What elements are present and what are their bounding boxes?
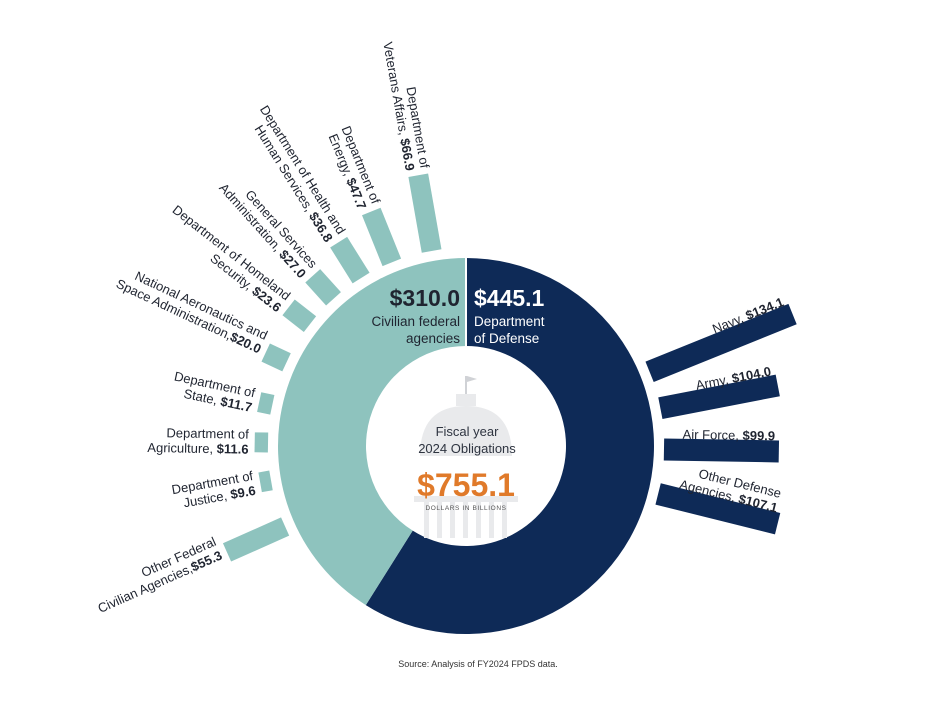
dome-flag — [467, 376, 477, 382]
civilian-bar-5-rect — [261, 343, 291, 372]
civilian-bar-label-1: Department ofEnergy, $47.7 — [325, 124, 384, 212]
civilian-bar-0 — [408, 173, 442, 253]
civilian-bar-1 — [362, 207, 402, 267]
dome-column — [463, 502, 468, 538]
civilian-bar-0-rect — [408, 173, 442, 253]
defense-bar-label-1-value: $104.0 — [730, 364, 772, 386]
civilian-bar-7 — [254, 432, 269, 453]
center-line2: 2024 Obligations — [418, 441, 516, 456]
defense-bar-0-rect — [645, 303, 797, 383]
civilian-bar-6-rect — [257, 392, 275, 415]
dome-cupola — [456, 394, 476, 406]
dome-column — [489, 502, 494, 538]
center-units: DOLLARS IN BILLIONS — [425, 505, 506, 512]
donut-segment-1 — [277, 258, 466, 606]
defense-bar-2 — [663, 438, 780, 463]
center-total: $755.1 — [417, 467, 515, 503]
civilian-bar-2-rect — [330, 236, 370, 284]
civilian-bar-label-7-line: Agriculture, — [147, 440, 217, 456]
civilian-bar-label-9: Other FederalCivilian Agencies,$55.3 — [89, 534, 224, 616]
dome-lintel — [414, 496, 518, 502]
center-line1: Fiscal year — [436, 424, 500, 439]
defense-bar-0 — [645, 303, 797, 383]
civilian-bar-label-0-value: $66.9 — [397, 137, 417, 172]
donut-segment-0 — [365, 258, 654, 634]
defense-bar-label-2-value: $99.9 — [742, 428, 775, 444]
dome-column — [424, 502, 429, 538]
defense-bar-label-1: Army, $104.0 — [694, 364, 772, 393]
segment-line2-1: agencies — [406, 331, 460, 346]
civilian-bar-9 — [222, 517, 290, 562]
center-layer: Fiscal year 2024 Obligations $755.1 DOLL… — [367, 347, 565, 545]
capitol-dome-icon — [414, 376, 518, 538]
civilian-bar-8-rect — [258, 470, 273, 493]
segment-value-1: $310.0 — [390, 285, 460, 311]
dome-column — [502, 502, 507, 538]
dome-flagpole — [465, 376, 467, 394]
defense-bar-3-rect — [655, 483, 781, 535]
bars-layer — [222, 173, 797, 562]
civilian-bar-label-0: Department ofVeterans Affairs, $66.9 — [380, 38, 432, 172]
source-note: Source: Analysis of FY2024 FPDS data. — [398, 659, 558, 669]
civilian-bar-label-7: Department ofAgriculture, $11.6 — [147, 425, 249, 457]
civilian-bar-3-rect — [305, 269, 341, 306]
civilian-bar-label-8-value: $9.6 — [229, 483, 257, 502]
defense-bar-label-2-line: Air Force, — [682, 427, 742, 443]
defense-bar-label-2: Air Force, $99.9 — [682, 427, 775, 444]
civilian-bar-label-8: Department ofJustice, $9.6 — [170, 468, 257, 512]
civilian-bar-4 — [282, 299, 317, 332]
dome-column — [437, 502, 442, 538]
civilian-bar-label-7-value: $11.6 — [217, 441, 249, 457]
civilian-bar-3 — [305, 269, 341, 306]
defense-bar-3 — [655, 483, 781, 535]
segment-line2-0: of Defense — [474, 331, 539, 346]
dome-column — [450, 502, 455, 538]
segment-line1-1: Civilian federal — [371, 314, 460, 329]
civilian-bar-5 — [261, 343, 291, 372]
defense-bar-label-1-line: Army, — [694, 371, 733, 393]
civilian-bar-4-rect — [282, 299, 317, 332]
civilian-bar-label-6-value: $11.7 — [219, 394, 253, 415]
civilian-bar-8 — [258, 470, 273, 493]
segment-value-0: $445.1 — [474, 285, 545, 311]
defense-bar-2-rect — [663, 438, 780, 463]
civilian-bar-6 — [257, 392, 275, 415]
defense-bar-1 — [658, 374, 780, 420]
civilian-bar-2 — [330, 236, 370, 284]
civilian-bar-label-6: Department ofState, $11.7 — [170, 369, 257, 416]
dome-shape — [420, 406, 512, 456]
dome-column — [476, 502, 481, 538]
segment-labels: $445.1 Department of Defense $310.0 Civilian… — [371, 285, 544, 346]
civilian-bar-9-rect — [222, 517, 290, 562]
civilian-bar-7-rect — [254, 432, 269, 453]
civilian-bar-label-7-line: Department of — [166, 425, 249, 441]
defense-bar-1-rect — [658, 374, 780, 420]
segment-line1-0: Department — [474, 314, 545, 329]
civilian-bar-1-rect — [362, 207, 402, 267]
